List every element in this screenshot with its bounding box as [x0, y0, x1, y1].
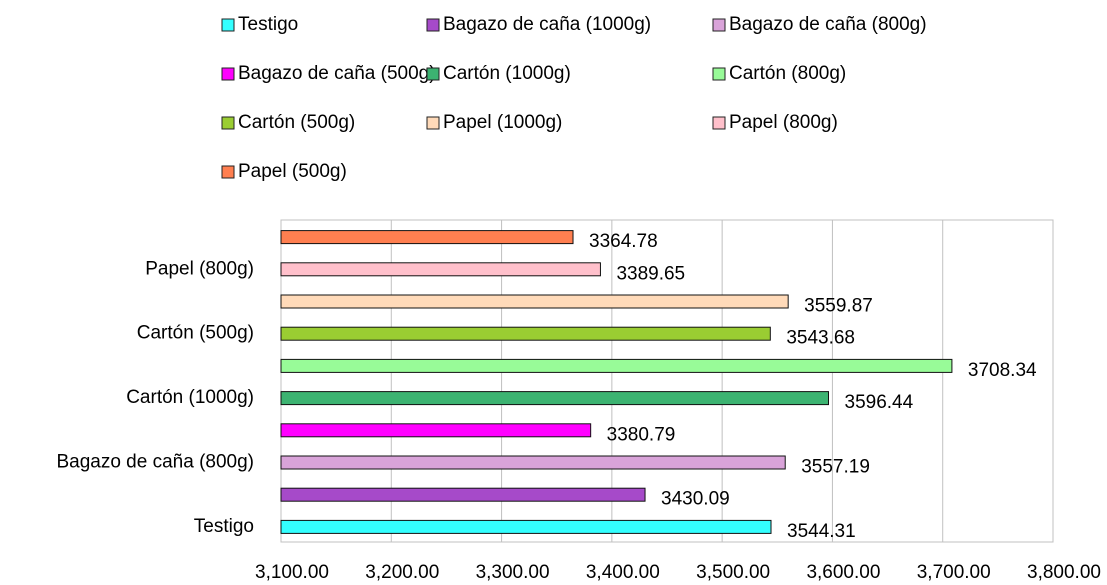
y-tick-label: Cartón (500g) [137, 323, 254, 344]
x-tick-label: 3,600.00 [806, 562, 880, 583]
value-label: 3557.19 [801, 457, 870, 478]
legend-swatch [221, 165, 235, 179]
x-tick-label: 3,800.00 [1027, 562, 1101, 583]
bar [280, 487, 646, 502]
x-tick-label: 3,500.00 [696, 562, 770, 583]
legend-label: Cartón (1000g) [443, 63, 571, 84]
legend-swatch [426, 18, 440, 32]
legend-swatch [712, 18, 726, 32]
bar [280, 326, 771, 341]
bar [280, 294, 789, 309]
legend-swatch [712, 116, 726, 130]
x-tick-label: 3,700.00 [917, 562, 991, 583]
legend-label: Bagazo de caña (1000g) [443, 14, 651, 35]
bar [280, 391, 830, 406]
legend-swatch [712, 67, 726, 81]
legend-swatch [221, 67, 235, 81]
value-label: 3544.31 [787, 521, 856, 542]
bar [280, 423, 592, 438]
legend-swatch [426, 116, 440, 130]
bar [280, 519, 772, 534]
legend-label: Testigo [238, 14, 298, 35]
value-label: 3596.44 [845, 392, 914, 413]
value-label: 3430.09 [661, 489, 730, 510]
legend-label: Bagazo de caña (500g) [238, 63, 436, 84]
legend-swatch [426, 67, 440, 81]
x-tick-label: 3,200.00 [365, 562, 439, 583]
value-label: 3389.65 [616, 263, 685, 284]
value-label: 3559.87 [804, 296, 873, 317]
legend-swatch [221, 18, 235, 32]
bar [280, 455, 786, 470]
legend-label: Bagazo de caña (800g) [729, 14, 927, 35]
y-tick-label: Papel (800g) [145, 258, 254, 279]
legend-label: Papel (1000g) [443, 112, 562, 133]
x-tick-label: 3,400.00 [586, 562, 660, 583]
legend-swatch [221, 116, 235, 130]
bar [280, 230, 574, 245]
value-label: 3708.34 [968, 360, 1037, 381]
plot-border [280, 219, 1054, 543]
bar [280, 262, 601, 277]
y-tick-label: Cartón (1000g) [126, 387, 254, 408]
x-tick-label: 3,100.00 [255, 562, 329, 583]
value-label: 3380.79 [607, 424, 676, 445]
legend-label: Cartón (800g) [729, 63, 846, 84]
y-tick-label: Bagazo de caña (800g) [56, 452, 254, 473]
legend-label: Papel (800g) [729, 112, 838, 133]
y-tick-label: Testigo [194, 516, 254, 537]
legend-label: Cartón (500g) [238, 112, 355, 133]
value-label: 3364.78 [589, 231, 658, 252]
value-label: 3543.68 [786, 328, 855, 349]
legend-label: Papel (500g) [238, 161, 347, 182]
bar [280, 358, 953, 373]
x-tick-label: 3,300.00 [476, 562, 550, 583]
